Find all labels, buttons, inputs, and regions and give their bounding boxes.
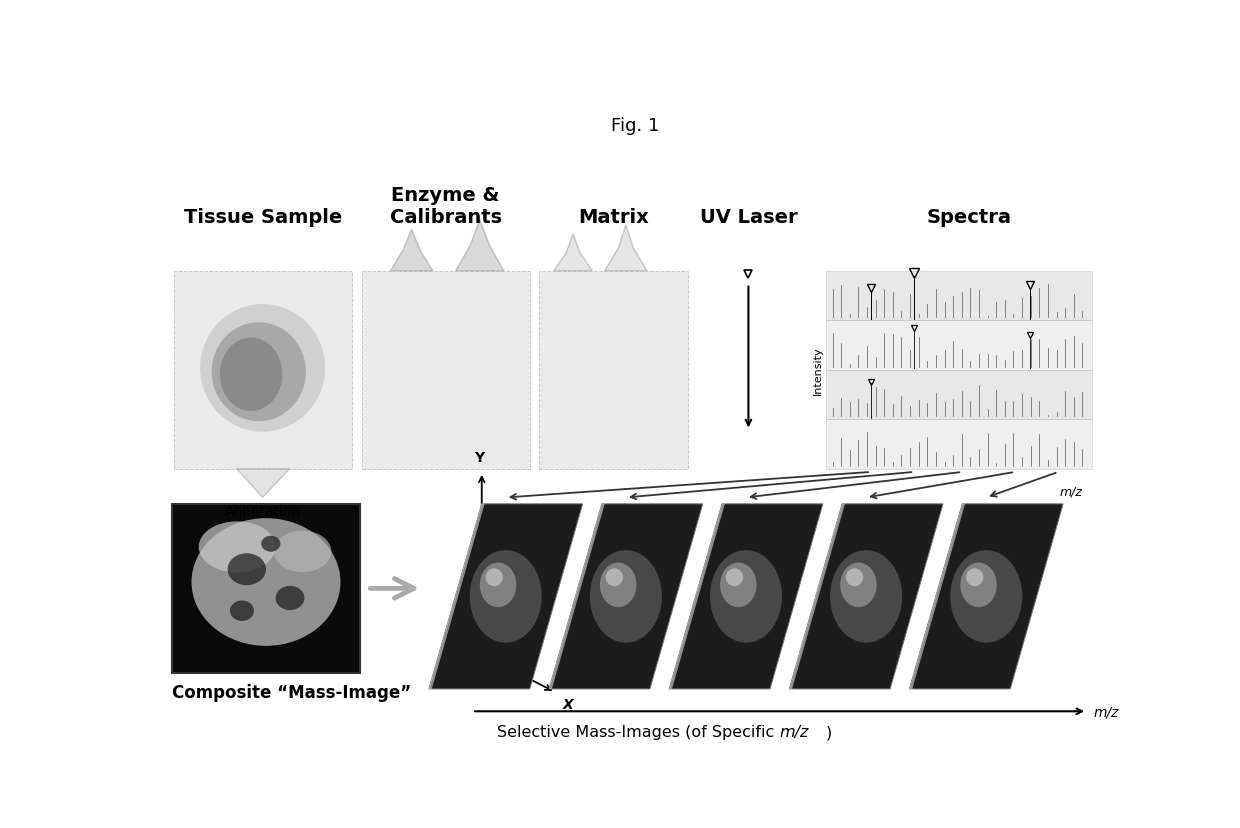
Text: UV Laser: UV Laser — [699, 208, 797, 227]
Polygon shape — [789, 504, 844, 689]
Ellipse shape — [200, 305, 325, 432]
Polygon shape — [429, 504, 485, 689]
Polygon shape — [554, 234, 593, 272]
Polygon shape — [237, 469, 290, 498]
Ellipse shape — [228, 554, 267, 585]
Bar — [362, 272, 529, 469]
Polygon shape — [549, 504, 703, 689]
Bar — [826, 321, 1092, 370]
Polygon shape — [670, 504, 725, 689]
Ellipse shape — [191, 518, 341, 646]
Bar — [174, 272, 352, 469]
Polygon shape — [391, 230, 433, 272]
Polygon shape — [909, 504, 965, 689]
Polygon shape — [789, 504, 942, 689]
Text: m/z: m/z — [780, 724, 808, 739]
Ellipse shape — [486, 569, 503, 586]
Ellipse shape — [229, 601, 254, 621]
Polygon shape — [909, 504, 1063, 689]
Ellipse shape — [198, 522, 275, 573]
Text: Composite “Mass-Image”: Composite “Mass-Image” — [172, 683, 412, 700]
Ellipse shape — [966, 569, 983, 586]
Text: m/z: m/z — [1059, 485, 1083, 498]
Text: m/z: m/z — [1094, 705, 1120, 719]
Ellipse shape — [600, 563, 636, 608]
Ellipse shape — [262, 536, 280, 552]
Text: Y: Y — [474, 450, 484, 465]
Bar — [826, 272, 1092, 321]
Ellipse shape — [590, 551, 662, 643]
Bar — [539, 272, 688, 469]
Ellipse shape — [605, 569, 622, 586]
Ellipse shape — [219, 338, 283, 412]
Text: Intensity: Intensity — [813, 346, 823, 395]
Polygon shape — [605, 225, 647, 272]
Text: Matrix: Matrix — [579, 208, 650, 227]
Ellipse shape — [274, 531, 331, 572]
Text: X: X — [563, 696, 574, 710]
Text: Fig. 1: Fig. 1 — [611, 118, 660, 135]
Ellipse shape — [841, 563, 877, 608]
Ellipse shape — [720, 563, 756, 608]
Ellipse shape — [480, 563, 516, 608]
Text: Annotation: Annotation — [224, 504, 301, 518]
Ellipse shape — [711, 551, 782, 643]
Text: Tissue Sample: Tissue Sample — [184, 208, 342, 227]
Text: ): ) — [826, 724, 832, 739]
Bar — [826, 420, 1092, 469]
Text: Enzyme &
Calibrants: Enzyme & Calibrants — [389, 186, 502, 227]
Bar — [172, 504, 360, 673]
Ellipse shape — [212, 323, 306, 421]
Text: Spectra: Spectra — [928, 208, 1012, 227]
Polygon shape — [429, 504, 583, 689]
Ellipse shape — [470, 551, 542, 643]
Polygon shape — [670, 504, 823, 689]
Ellipse shape — [275, 586, 305, 610]
Bar — [826, 370, 1092, 420]
Ellipse shape — [725, 569, 743, 586]
Polygon shape — [456, 220, 503, 272]
Ellipse shape — [846, 569, 863, 586]
Text: Selective Mass-Images (of Specific: Selective Mass-Images (of Specific — [497, 724, 780, 739]
Ellipse shape — [950, 551, 1022, 643]
Ellipse shape — [960, 563, 997, 608]
Polygon shape — [549, 504, 605, 689]
Ellipse shape — [830, 551, 903, 643]
